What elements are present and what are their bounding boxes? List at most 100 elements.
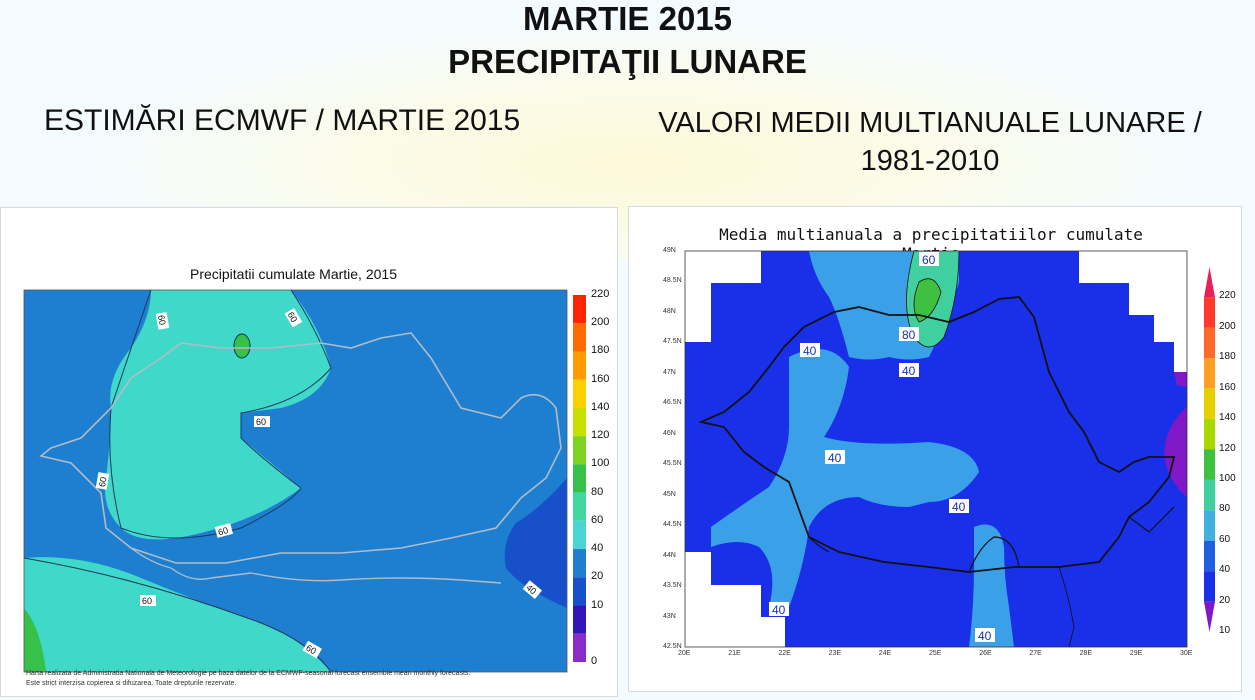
right-map-lon-label: 24E xyxy=(878,650,892,657)
subtitle-right-line1: VALORI MEDII MULTIANUALE LUNARE / xyxy=(658,107,1202,139)
left-map-country-outline xyxy=(39,332,562,564)
right-contour-label: 40 xyxy=(828,451,842,465)
left-map-region-40 xyxy=(504,478,567,608)
right-map-lon-label: 30E xyxy=(1180,650,1193,657)
left-legend-label: 80 xyxy=(591,485,604,498)
left-map-region-80 xyxy=(24,608,46,672)
left-legend-label: 180 xyxy=(591,344,610,357)
left-legend-label: 220 xyxy=(591,288,610,300)
left-legend-swatch xyxy=(573,379,586,408)
left-map-footnote-line1: Harta realizata de Administratia Nationa… xyxy=(26,670,471,677)
left-map-svg: 60 60 60 60 60 60 60 40 xyxy=(23,289,586,673)
right-legend-label: 40 xyxy=(1219,564,1231,576)
right-contour-label: 60 xyxy=(922,253,936,267)
left-contour-label: 60 xyxy=(156,314,168,326)
right-legend-label: 220 xyxy=(1219,290,1236,302)
right-map-lat-label: 48N xyxy=(663,307,676,315)
right-legend-swatch xyxy=(1204,327,1215,359)
right-map-lat-label: 43N xyxy=(663,612,676,620)
left-contour-label: 60 xyxy=(304,643,318,657)
right-legend-swatch xyxy=(1204,388,1215,420)
right-legend-label: 120 xyxy=(1219,442,1236,454)
left-contour-label: 60 xyxy=(217,525,229,537)
right-map-country-outline xyxy=(698,296,1176,573)
left-legend-swatch xyxy=(573,605,586,634)
right-map-region-40-south xyxy=(969,524,1014,647)
right-legend-swatch xyxy=(1204,510,1215,541)
left-map-region-80-spot xyxy=(233,333,251,359)
left-contour-label: 60 xyxy=(142,596,152,606)
right-legend-label: 60 xyxy=(1219,533,1231,545)
right-map-lat-label: 45.5N xyxy=(663,460,682,468)
left-map-footnote-line2: Este strict interzisa copierea si difuza… xyxy=(26,680,237,687)
right-legend-label: 140 xyxy=(1219,412,1236,424)
left-map-region-60 xyxy=(105,290,331,540)
left-legend-label: 60 xyxy=(591,513,604,526)
right-map-lat-label: 46N xyxy=(663,429,676,437)
slide-title-line2: PRECIPITAŢII LUNARE xyxy=(448,43,807,80)
right-map-lon-label: 21E xyxy=(728,650,741,657)
right-legend-swatch xyxy=(1204,479,1215,511)
right-legend-swatch xyxy=(1204,419,1215,450)
right-map-svg: 60 80 40 40 40 40 40 40 xyxy=(684,250,1215,648)
right-map-region-80 xyxy=(914,278,941,322)
right-map-frame xyxy=(684,250,1188,648)
right-map-lon-label: 20E xyxy=(678,650,691,657)
left-contour-label: 60 xyxy=(97,476,109,488)
left-legend-swatch xyxy=(573,464,586,493)
left-legend-swatch xyxy=(573,407,586,437)
right-legend-swatch xyxy=(1204,540,1215,572)
right-map-lat-label: 47N xyxy=(663,368,676,376)
left-legend-label: 160 xyxy=(591,372,610,385)
right-contour-label: 40 xyxy=(952,500,966,514)
right-legend-swatch xyxy=(1204,601,1215,632)
left-map-panel: Precipitatii cumulate Martie, 2015 xyxy=(0,207,618,697)
subtitle-right: VALORI MEDII MULTIANUALE LUNARE / 1981-2… xyxy=(640,104,1220,180)
left-legend-label: 40 xyxy=(591,542,604,555)
right-map-lat-label: 44.5N xyxy=(663,521,682,529)
right-legend-label: 100 xyxy=(1219,472,1236,484)
right-map-nodata-ne xyxy=(1079,251,1187,372)
left-legend-label: 200 xyxy=(591,316,610,329)
right-legend-label: 180 xyxy=(1219,351,1236,363)
right-map-lon-label: 25E xyxy=(929,650,942,657)
subtitle-right-line2: 1981-2010 xyxy=(860,145,1000,177)
right-legend-swatch xyxy=(1204,267,1215,298)
left-legend-swatch xyxy=(573,436,586,465)
right-map-lon-label: 22E xyxy=(778,650,791,657)
left-legend-label: 120 xyxy=(591,429,610,442)
right-map-lon-label: 26E xyxy=(979,650,992,657)
left-legend-swatch xyxy=(573,549,586,578)
left-map-frame xyxy=(23,289,568,673)
right-contour-label: 40 xyxy=(772,603,786,617)
right-map-region-40-central xyxy=(711,349,979,607)
left-legend-swatch xyxy=(573,520,586,550)
left-legend-swatch xyxy=(573,351,586,380)
left-legend-swatch xyxy=(573,577,586,606)
left-legend-label: 10 xyxy=(591,598,604,611)
left-legend-label: 100 xyxy=(591,457,610,470)
left-contour-label: 60 xyxy=(286,310,300,324)
left-legend-label: 140 xyxy=(591,400,610,413)
right-map-region-20-ne xyxy=(1174,372,1187,387)
slide-title-line1: MARTIE 2015 xyxy=(522,0,733,37)
right-map-lon-label: 27E xyxy=(1029,650,1042,657)
right-map-lat-label: 47.5N xyxy=(663,338,682,346)
right-map-nodata-nw xyxy=(685,251,761,342)
left-legend-swatch xyxy=(573,492,586,521)
subtitle-left: ESTIMĂRI ECMWF / MARTIE 2015 xyxy=(44,104,521,137)
left-contour-label: 40 xyxy=(524,582,538,596)
right-legend-label: 10 xyxy=(1219,625,1231,636)
right-map-panel: Media multianuala a precipitatiilor cumu… xyxy=(628,206,1242,692)
right-contour-label: 40 xyxy=(902,364,916,378)
right-legend-label: 200 xyxy=(1219,320,1236,332)
right-map-border-south xyxy=(1058,566,1075,647)
left-contour-label: 60 xyxy=(256,417,266,427)
right-legend-swatch xyxy=(1204,358,1215,389)
right-map-lat-label: 46.5N xyxy=(663,399,682,407)
right-map-nodata-sw xyxy=(685,552,785,647)
right-map-lat-label: 48.5N xyxy=(663,277,682,285)
left-map-south-border xyxy=(130,547,502,584)
left-legend-label: 0 xyxy=(591,655,598,667)
right-map-contour-80 xyxy=(913,278,942,323)
